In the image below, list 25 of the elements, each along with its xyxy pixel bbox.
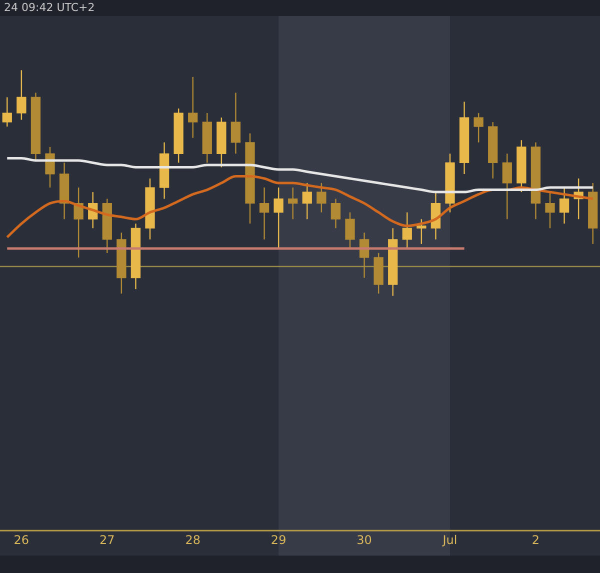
candlestick <box>330 198 341 229</box>
candlestick <box>345 212 355 250</box>
x-tick-label: 30 <box>356 532 372 547</box>
x-tick-label: 27 <box>100 532 115 547</box>
x-tick-label: 2 <box>532 532 540 547</box>
candlestick <box>274 186 284 250</box>
candlestick <box>316 182 326 213</box>
candlestick <box>559 186 570 224</box>
candlestick <box>402 212 412 250</box>
x-tick-label: 29 <box>270 532 286 547</box>
candlestick <box>2 96 12 128</box>
candlestick <box>259 186 270 240</box>
text: 24 09:42 UTC+2 <box>4 0 95 14</box>
x-tick-label: 26 <box>14 532 30 547</box>
candlestick <box>302 182 312 220</box>
candlestick <box>188 76 198 138</box>
candlestick <box>545 191 555 229</box>
x-tick-label: Jul <box>442 532 458 547</box>
x-tick-label: 28 <box>185 532 200 547</box>
candlestick <box>288 186 298 220</box>
candlestick <box>230 92 241 154</box>
candlestick <box>416 218 426 245</box>
candlestick <box>474 112 484 143</box>
candlestick <box>16 70 26 120</box>
candlestick <box>502 153 512 220</box>
